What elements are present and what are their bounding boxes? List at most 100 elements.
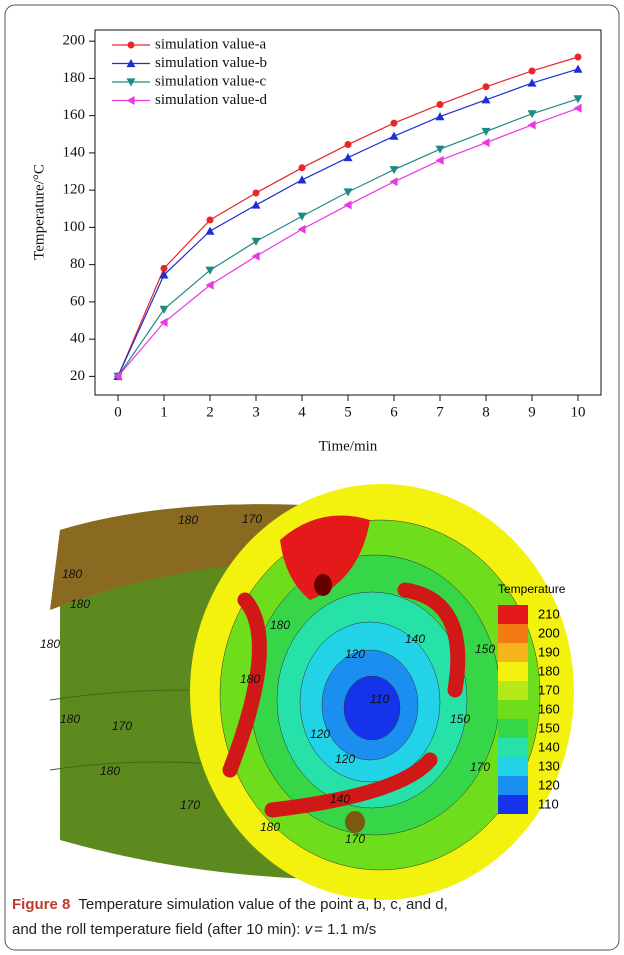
y-tick-label: 80 [70,256,85,272]
hot-zone [280,515,370,600]
marker [435,112,445,121]
marker [481,127,491,136]
marker [343,153,353,162]
marker [573,64,583,73]
marker [205,280,214,290]
contour-label: 120 [345,647,365,661]
colorbar-swatch [498,700,528,719]
marker [528,67,536,75]
contour-label: 170 [112,719,132,733]
caption-text: Temperature simulation value of the poin… [78,896,447,913]
y-axis-label: Temperature/°C [31,164,47,260]
colorbar-swatch [498,605,528,624]
contour-label: 170 [180,798,200,812]
hole [345,811,365,833]
marker [527,120,536,130]
x-tick-label: 5 [344,404,352,420]
legend-marker [127,41,135,49]
contour-label: 120 [310,727,330,741]
contour-band [343,675,401,741]
marker [251,237,261,246]
marker [436,100,444,108]
contour-label: 110 [370,692,389,706]
colorbar-swatch [498,776,528,795]
hole [314,574,332,596]
colorbar-label: 210 [538,606,560,621]
caption-text: and the roll temperature field (after 10… [12,921,305,938]
colorbar-label: 140 [538,739,560,754]
marker [389,131,399,140]
contour-label: 170 [242,512,262,526]
y-tick-label: 60 [70,293,85,309]
contour-label: 180 [40,637,60,651]
colorbar-swatch [498,624,528,643]
x-tick-label: 2 [206,404,214,420]
contour-label: 150 [475,642,495,656]
colorbar-label: 110 [538,796,559,811]
x-tick-label: 8 [482,404,490,420]
y-tick-label: 140 [63,144,86,160]
marker [252,189,260,197]
y-tick-label: 100 [63,219,86,235]
marker [389,166,399,175]
colorbar-swatch [498,662,528,681]
marker [481,95,491,104]
contour-label: 140 [330,792,350,806]
colorbar-label: 170 [538,682,560,697]
marker [205,266,215,275]
contour-label: 180 [100,764,120,778]
marker [205,226,215,235]
colorbar-swatch [498,681,528,700]
contour-label: 180 [270,618,290,632]
x-axis-label: Time/min [319,438,378,454]
x-tick-label: 3 [252,404,260,420]
marker [344,141,352,149]
pipe [264,752,438,818]
y-tick-label: 180 [63,70,86,86]
colorbar-label: 120 [538,777,560,792]
colorbar-swatch [498,719,528,738]
legend-marker [126,96,135,105]
legend-label: simulation value-a [155,36,267,52]
x-tick-label: 0 [114,404,122,420]
y-tick-label: 40 [70,331,85,347]
contour-label: 120 [335,752,355,766]
pipe [222,592,267,778]
marker [527,78,537,87]
contour-label: 140 [405,632,425,646]
roll-top [50,504,330,610]
x-tick-label: 1 [160,404,168,420]
marker [251,251,260,261]
contour-label: 180 [60,712,80,726]
contour-label: 170 [470,760,490,774]
legend-label: simulation value-d [155,92,268,108]
contour-label: 170 [345,832,365,846]
colorbar-label: 130 [538,758,560,773]
y-tick-label: 20 [70,368,85,384]
colorbar-swatch [498,643,528,662]
x-tick-label: 10 [571,404,586,420]
contour-label: 180 [62,567,82,581]
colorbar-label: 150 [538,720,560,735]
caption-text: = 1.1 m/s [314,921,376,938]
marker [297,212,307,221]
marker [343,188,353,197]
marker [159,305,169,314]
contour-label: 150 [450,712,470,726]
marker [435,155,444,165]
caption-variable: v [305,921,314,938]
marker [297,224,306,234]
colorbar-swatch [498,757,528,776]
marker [482,83,490,91]
pipe [397,582,466,698]
marker [435,145,445,154]
contour-label: 180 [178,513,198,527]
legend-label: simulation value-b [155,55,267,71]
colorbar-label: 190 [538,644,560,659]
x-tick-label: 9 [528,404,536,420]
legend-marker [126,78,136,87]
x-tick-label: 6 [390,404,398,420]
pipes [222,582,466,818]
y-tick-label: 120 [63,182,86,198]
